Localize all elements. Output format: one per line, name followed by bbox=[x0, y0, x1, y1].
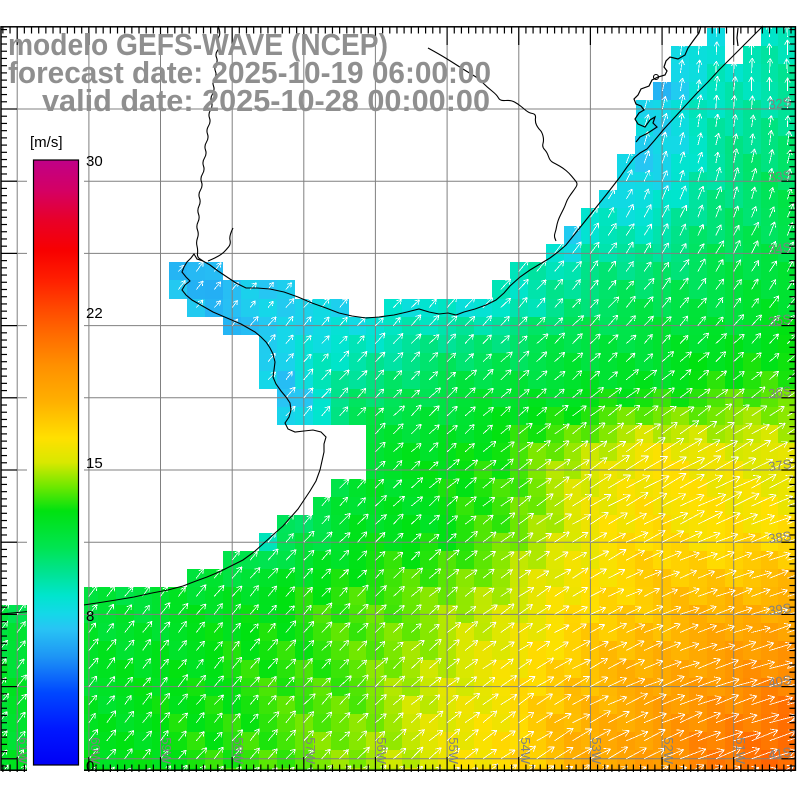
svg-text:15: 15 bbox=[86, 455, 103, 472]
svg-text:39S: 39S bbox=[767, 600, 792, 618]
svg-text:34S: 34S bbox=[767, 239, 792, 257]
svg-text:forecast date: 2025-10-19 06:0: forecast date: 2025-10-19 06:00:00 bbox=[8, 55, 491, 90]
svg-text:33S: 33S bbox=[767, 167, 792, 185]
svg-text:59W: 59W bbox=[159, 737, 174, 764]
svg-text:valid date: 2025-10-28 00:00:0: valid date: 2025-10-28 00:00:00 bbox=[42, 83, 490, 118]
svg-text:40S: 40S bbox=[767, 672, 792, 690]
svg-text:54W: 54W bbox=[518, 737, 533, 764]
svg-text:0: 0 bbox=[86, 758, 94, 775]
svg-text:55W: 55W bbox=[446, 737, 461, 764]
svg-text:35S: 35S bbox=[767, 311, 792, 329]
svg-text:22: 22 bbox=[86, 305, 103, 322]
svg-text:36S: 36S bbox=[767, 383, 792, 401]
svg-text:56W: 56W bbox=[374, 737, 389, 764]
svg-text:32S: 32S bbox=[767, 94, 792, 112]
svg-text:57W: 57W bbox=[303, 737, 318, 764]
svg-text:53W: 53W bbox=[589, 737, 604, 764]
svg-text:52W: 52W bbox=[661, 737, 676, 764]
svg-text:38S: 38S bbox=[767, 528, 792, 546]
svg-text:60W: 60W bbox=[88, 737, 103, 764]
svg-text:41S: 41S bbox=[767, 744, 792, 762]
svg-text:51W: 51W bbox=[733, 737, 748, 764]
svg-text:30: 30 bbox=[86, 153, 103, 170]
svg-text:8: 8 bbox=[86, 608, 94, 625]
svg-text:37S: 37S bbox=[767, 456, 792, 474]
svg-text:modelo GEFS-WAVE (NCEP): modelo GEFS-WAVE (NCEP) bbox=[8, 27, 388, 62]
svg-text:[m/s]: [m/s] bbox=[30, 134, 63, 151]
svg-text:58W: 58W bbox=[231, 737, 246, 764]
